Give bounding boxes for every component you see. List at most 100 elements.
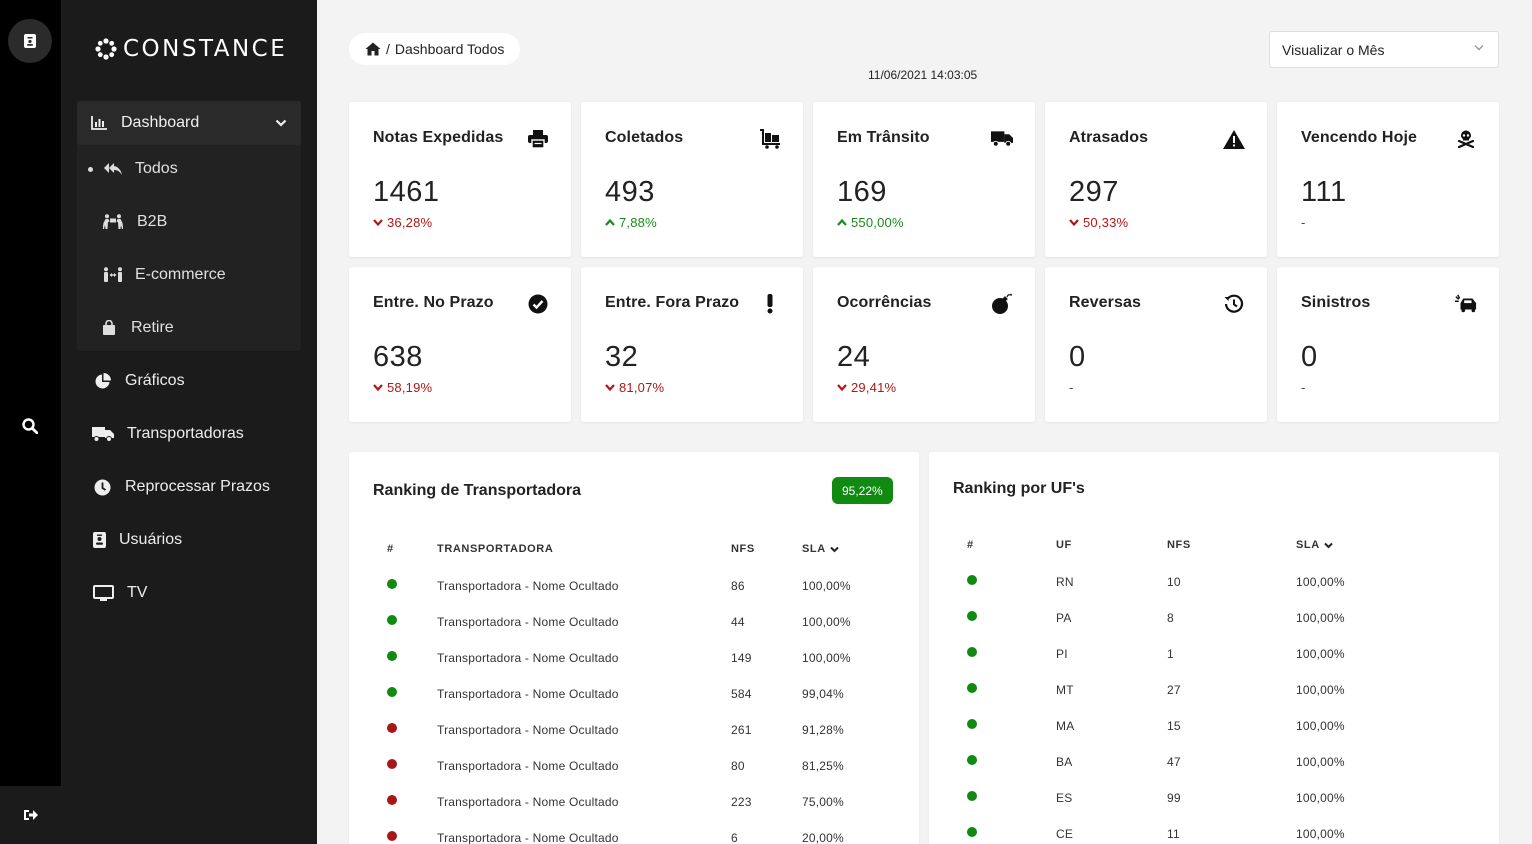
sidebar-item-usuarios[interactable]: Usuários [91,525,182,555]
column-header-sla[interactable]: SLA [802,543,839,555]
table-row[interactable]: Transportadora - Nome Ocultado 149 100,00% [349,649,919,669]
chart-bar-icon [91,116,107,130]
cell-nfs: 27 [1167,683,1181,697]
sla-badge: 95,22% [832,477,893,504]
kpi-card[interactable]: Entre. Fora Prazo 32 81,07% [581,267,803,422]
cell-sla: 20,00% [802,831,844,844]
kpi-title: Atrasados [1069,129,1149,146]
table-row[interactable]: Transportadora - Nome Ocultado 261 91,28% [349,721,919,741]
bomb-icon [991,293,1013,315]
cell-nfs: 86 [731,579,745,593]
panel-title: Ranking de Transportadora [373,482,582,499]
menu-dashboard[interactable]: Dashboard [77,101,301,145]
table-row[interactable]: Transportadora - Nome Ocultado 80 81,25% [349,757,919,777]
column-header-rank: # [387,543,394,555]
kpi-delta-value: 7,88% [619,215,657,230]
status-dot [387,723,397,733]
kpi-delta-value: 50,33% [1083,215,1129,230]
kpi-card[interactable]: Coletados 493 7,88% [581,102,803,257]
table-row[interactable]: BA 47 100,00% [929,753,1499,773]
table-row[interactable]: Transportadora - Nome Ocultado 6 20,00% [349,829,919,844]
status-dot [387,615,397,625]
kpi-delta: 50,33% [1069,215,1128,230]
table-row[interactable]: PA 8 100,00% [929,609,1499,629]
kpi-title: Em Trânsito [837,129,930,146]
profile-button[interactable] [8,19,52,63]
kpi-delta: 7,88% [605,215,657,230]
table-row[interactable]: CE 11 100,00% [929,825,1499,844]
column-header-uf: UF [1056,539,1072,551]
cell-nfs: 10 [1167,575,1181,589]
cell-sla: 100,00% [802,579,851,593]
kpi-card[interactable]: Sinistros 0 - [1277,267,1499,422]
status-dot [967,575,977,585]
cell-sla: 100,00% [802,651,851,665]
sidebar-item-retire[interactable]: Retire [77,313,301,343]
status-dot [387,759,397,769]
sidebar-item-reprocessar-prazos-label: Reprocessar Prazos [125,478,270,495]
kpi-card[interactable]: Entre. No Prazo 638 58,19% [349,267,571,422]
chevron-up-icon [605,219,615,226]
desktop-icon [92,584,114,601]
kpi-card[interactable]: Ocorrências 24 29,41% [813,267,1035,422]
kpi-delta: 58,19% [373,380,432,395]
home-icon[interactable] [365,42,381,56]
pie-chart-icon [95,372,111,388]
table-row[interactable]: RN 10 100,00% [929,573,1499,593]
sidebar-item-retire-label: Retire [131,319,174,336]
cell-nfs: 223 [731,795,752,809]
kpi-title: Entre. Fora Prazo [605,294,740,311]
sidebar-item-tv[interactable]: TV [91,578,147,608]
column-header-nfs: NFS [1167,539,1191,551]
sidebar-item-todos[interactable]: Todos [77,154,301,184]
cell-sla: 81,25% [802,759,844,773]
kpi-delta-value: - [1069,380,1074,395]
kpi-delta-value: 81,07% [619,380,665,395]
status-dot [387,687,397,697]
search-button[interactable] [17,413,43,439]
cell-nfs: 6 [731,831,738,844]
kpi-delta: - [1069,380,1074,395]
cell-uf: CE [1056,827,1074,841]
table-row[interactable]: MT 27 100,00% [929,681,1499,701]
logout-button[interactable] [0,786,61,844]
sidebar-item-graficos[interactable]: Gráficos [91,366,185,396]
kpi-card[interactable]: Reversas 0 - [1045,267,1267,422]
column-header-sla[interactable]: SLA [1296,539,1333,551]
kpi-value: 0 [1301,341,1318,373]
table-row[interactable]: Transportadora - Nome Ocultado 223 75,00% [349,793,919,813]
cell-uf: PA [1056,611,1072,625]
status-dot [967,647,977,657]
breadcrumb-current: Dashboard Todos [394,41,505,57]
kpi-card[interactable]: Atrasados 297 50,33% [1045,102,1267,257]
cell-transportadora: Transportadora - Nome Ocultado [437,651,619,665]
dashboard-menu-group: Dashboard Todos B2B E-commerce Retire [77,101,301,351]
truck-icon [92,426,114,442]
kpi-value: 297 [1069,176,1119,208]
cell-nfs: 261 [731,723,752,737]
cell-sla: 75,00% [802,795,844,809]
table-row[interactable]: Transportadora - Nome Ocultado 86 100,00% [349,577,919,597]
table-row[interactable]: MA 15 100,00% [929,717,1499,737]
table-row[interactable]: Transportadora - Nome Ocultado 44 100,00% [349,613,919,633]
kpi-card[interactable]: Em Trânsito 169 550,00% [813,102,1035,257]
menu-dashboard-label: Dashboard [121,114,200,131]
cell-nfs: 149 [731,651,752,665]
sidebar-item-transportadoras[interactable]: Transportadoras [91,419,244,449]
table-row[interactable]: ES 99 100,00% [929,789,1499,809]
brand-logo[interactable]: CONSTANCE [95,36,287,62]
kpi-card[interactable]: Notas Expedidas 1461 36,28% [349,102,571,257]
table-row[interactable]: Transportadora - Nome Ocultado 584 99,04% [349,685,919,705]
sidebar-item-reprocessar-prazos[interactable]: Reprocessar Prazos [91,472,270,502]
active-dot [88,166,93,172]
sidebar-item-b2b-label: B2B [137,213,168,230]
kpi-card[interactable]: Vencendo Hoje 111 - [1277,102,1499,257]
status-dot [387,831,397,841]
table-row[interactable]: PI 1 100,00% [929,645,1499,665]
sidebar-item-b2b[interactable]: B2B [77,207,301,237]
kpi-delta: 550,00% [837,215,904,230]
cell-sla: 100,00% [1296,719,1345,733]
period-select[interactable]: Visualizar o Mês [1269,31,1499,68]
cell-sla: 99,04% [802,687,844,701]
sidebar-item-ecommerce[interactable]: E-commerce [77,260,301,290]
